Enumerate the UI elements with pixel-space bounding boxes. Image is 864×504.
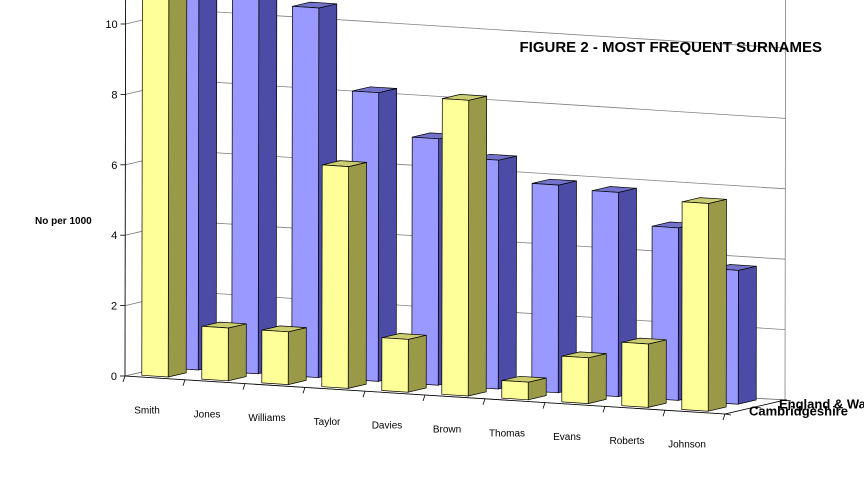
bar bbox=[321, 160, 367, 389]
bar-front bbox=[621, 341, 649, 408]
y-tick-label: 0 bbox=[111, 371, 117, 383]
x-tick-mark bbox=[542, 402, 546, 409]
x-tick-mark bbox=[482, 398, 486, 405]
y-tick-label: 6 bbox=[111, 160, 117, 172]
series-label: England & Wales bbox=[779, 397, 864, 412]
x-tick-label: Roberts bbox=[609, 436, 644, 447]
x-tick-label: Johnson bbox=[668, 440, 706, 451]
bar-side bbox=[587, 353, 607, 405]
bar-front bbox=[441, 98, 470, 397]
x-tick-label: Evans bbox=[553, 432, 581, 443]
bar bbox=[531, 178, 577, 394]
bar-side bbox=[647, 339, 667, 408]
bar bbox=[561, 351, 607, 405]
y-tick-label: 10 bbox=[105, 19, 117, 31]
bar-side bbox=[707, 198, 727, 412]
x-tick-label: Brown bbox=[433, 425, 461, 436]
bar-side bbox=[227, 323, 247, 382]
bars bbox=[141, 0, 757, 412]
bar-front bbox=[231, 0, 260, 375]
chart-title: FIGURE 2 - MOST FREQUENT SURNAMES bbox=[519, 39, 822, 56]
y-axis-line bbox=[124, 0, 127, 377]
bar-front bbox=[201, 325, 229, 382]
bar bbox=[501, 375, 547, 401]
bar-side bbox=[347, 161, 367, 389]
bar bbox=[621, 337, 667, 408]
bar bbox=[681, 197, 727, 412]
y-axis-title: No per 1000 bbox=[35, 216, 92, 227]
x-tick-mark bbox=[422, 394, 426, 402]
series-tick-mark bbox=[784, 399, 792, 402]
bar-side bbox=[407, 334, 427, 393]
x-tick-label: Smith bbox=[134, 406, 160, 417]
x-tick-mark bbox=[122, 375, 126, 383]
y-tick-label: 4 bbox=[111, 230, 117, 242]
labels: 024681012141618SmithJonesWilliamsTaylorD… bbox=[105, 19, 864, 451]
x-tick-mark bbox=[662, 410, 666, 417]
bar bbox=[141, 0, 188, 378]
bar-front bbox=[321, 164, 349, 389]
x-tick-label: Taylor bbox=[314, 417, 341, 428]
bar-front bbox=[411, 136, 439, 386]
bar bbox=[381, 333, 427, 393]
x-tick-label: Thomas bbox=[489, 428, 525, 439]
bar-side bbox=[467, 95, 488, 397]
bar-front bbox=[561, 355, 589, 404]
axes bbox=[120, 0, 792, 421]
x-tick-mark bbox=[242, 383, 246, 390]
series-tick-mark bbox=[724, 413, 732, 416]
bar-front bbox=[591, 190, 619, 397]
x-tick-mark bbox=[302, 387, 306, 394]
bar-front bbox=[141, 0, 170, 378]
bar-front bbox=[531, 183, 559, 394]
series-label: Cambridgeshire bbox=[749, 404, 848, 419]
x-tick-label: Jones bbox=[194, 409, 221, 420]
bar-side bbox=[197, 0, 218, 371]
x-tick-label: Davies bbox=[372, 421, 403, 432]
x-tick-mark bbox=[362, 391, 366, 398]
bar-side bbox=[257, 0, 278, 375]
bar-front bbox=[681, 201, 709, 412]
bar-front bbox=[261, 329, 289, 385]
bar bbox=[201, 321, 247, 382]
bar bbox=[261, 325, 307, 386]
bar-front bbox=[501, 380, 529, 401]
bar-side bbox=[287, 327, 307, 386]
x-tick-label: Williams bbox=[248, 413, 285, 424]
y-tick-label: 2 bbox=[111, 301, 117, 313]
x-tick-mark bbox=[182, 379, 186, 386]
bar-front bbox=[381, 337, 409, 393]
x-tick-mark bbox=[602, 406, 606, 413]
bar-front bbox=[291, 5, 320, 378]
bar-side bbox=[737, 265, 757, 405]
x-tick-mark bbox=[722, 413, 726, 421]
y-tick-label: 8 bbox=[111, 89, 117, 101]
bar-side bbox=[497, 155, 517, 390]
series-tick-mark bbox=[754, 406, 762, 409]
bar-side bbox=[167, 0, 188, 378]
bar bbox=[231, 0, 278, 375]
bar bbox=[441, 94, 488, 397]
